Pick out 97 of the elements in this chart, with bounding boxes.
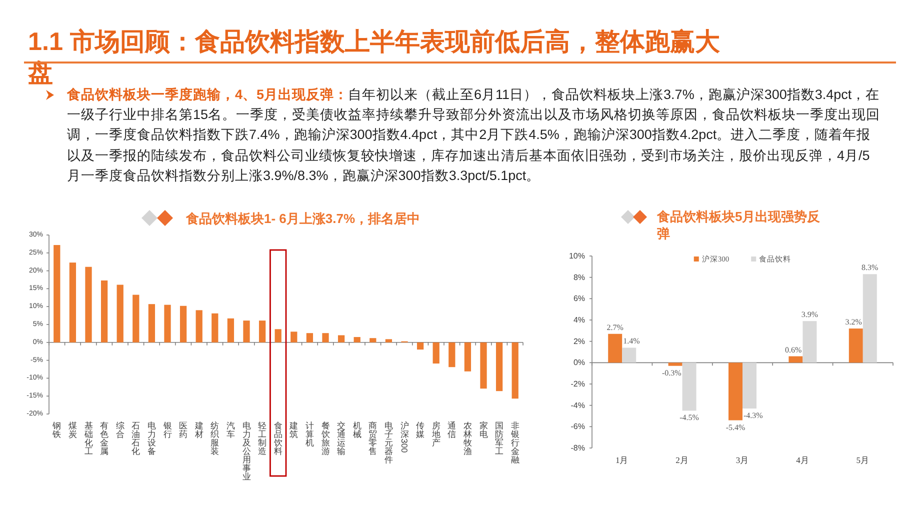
x-tick-label: 计算机: [305, 420, 314, 448]
x-tick-label: 2月: [676, 455, 689, 465]
x-tick-label: 建筑: [288, 420, 299, 439]
chart-title: 食品饮料板块1- 6月上涨3.7%，排名居中: [185, 211, 420, 226]
bar: [742, 362, 756, 409]
bar: [290, 332, 298, 342]
bar: [148, 304, 156, 342]
bar: [243, 320, 250, 342]
y-tick-label: 4%: [573, 316, 585, 324]
y-tick-label: 0%: [573, 358, 585, 368]
bar: [196, 310, 202, 342]
data-label: -0.3%: [662, 368, 682, 378]
bar: [212, 313, 218, 342]
bar: [432, 342, 440, 364]
x-tick-label: 医药: [179, 420, 188, 439]
data-label: -4.3%: [744, 411, 764, 420]
bar: [512, 342, 518, 399]
bar: [788, 356, 803, 363]
bar: [354, 337, 360, 342]
bar: [448, 342, 456, 368]
bar: [802, 321, 817, 363]
x-tick-label: 石油石化: [132, 420, 141, 456]
bar: [728, 362, 742, 420]
bar: [274, 329, 282, 342]
bar: [682, 362, 696, 411]
x-tick-label: 餐饮旅游: [320, 420, 330, 456]
y-tick-label: 8%: [573, 272, 585, 282]
x-tick-label: 3月: [736, 455, 750, 465]
bar: [338, 335, 345, 342]
data-label: 0.6%: [785, 345, 802, 354]
bar: [258, 320, 266, 342]
bar: [164, 304, 171, 342]
data-label: 3.9%: [801, 310, 818, 320]
x-tick-label: 通信: [448, 420, 457, 439]
data-label: 3.2%: [845, 318, 862, 327]
data-label: 8.3%: [862, 263, 879, 272]
x-tick-label: 煤炭: [68, 420, 78, 439]
bar: [227, 318, 234, 342]
x-tick-label: 电力设备: [147, 420, 156, 456]
x-tick-label: 钢铁: [52, 420, 62, 439]
x-tick-label: 机械: [352, 420, 362, 439]
x-tick-label: 基础化工: [83, 420, 94, 456]
x-tick-label: 综合: [116, 420, 125, 439]
data-label: -5.4%: [726, 422, 746, 432]
bar: [132, 294, 140, 342]
y-tick-label: -4%: [570, 400, 585, 410]
x-tick-label: 纺织服装: [210, 420, 220, 456]
x-tick-label: 电子元器件: [384, 420, 394, 464]
x-tick-label: 传媒: [416, 420, 426, 439]
x-tick-label: 交通运输: [337, 420, 346, 456]
x-tick-label: 食品饮料: [272, 420, 283, 456]
bar: [100, 280, 108, 342]
y-tick-label: 10%: [568, 252, 585, 260]
x-tick-label: 沪深300: [399, 420, 410, 454]
x-tick-label: 电力及公用事业: [242, 420, 252, 482]
bar: [668, 362, 682, 366]
bar: [480, 342, 487, 389]
data-label: 1.4%: [623, 336, 640, 346]
bar: [496, 342, 503, 392]
bar: [464, 342, 472, 372]
data-label: -4.5%: [680, 413, 700, 422]
y-tick-label: 2%: [573, 336, 585, 346]
bar: [54, 245, 60, 342]
bar: [608, 334, 622, 363]
data-label: 2.7%: [606, 322, 624, 332]
y-tick-label: 6%: [573, 294, 585, 304]
x-tick-label: 建材: [194, 420, 204, 439]
bar: [622, 348, 636, 363]
bar: [322, 333, 329, 342]
x-tick-label: 非银行金融: [510, 420, 520, 464]
chart-title: 食品饮料板块5月出现强势反弹: [656, 209, 822, 241]
y-tick-label: -2%: [570, 380, 585, 388]
bar: [69, 262, 76, 342]
y-tick-label: -6%: [570, 422, 585, 432]
x-tick-label: 4月: [796, 455, 810, 465]
x-tick-label: 银行: [162, 420, 172, 439]
bar: [370, 338, 376, 342]
x-tick-label: 轻工制造: [258, 420, 268, 456]
x-tick-label: 房地产: [430, 420, 441, 448]
bar: [385, 339, 392, 342]
bar: [416, 342, 424, 350]
x-tick-label: 5月: [856, 455, 870, 465]
x-tick-label: 国防军工: [495, 420, 504, 456]
x-tick-label: 家电: [479, 420, 488, 439]
bar: [85, 266, 92, 342]
bar: [862, 274, 877, 363]
x-tick-label: 有色金属: [100, 420, 110, 456]
bar: [306, 333, 314, 342]
y-tick-label: -8%: [570, 444, 585, 452]
x-tick-label: 1月: [615, 455, 629, 465]
x-tick-label: 商贸零售: [368, 420, 378, 456]
text: 食品饮料板块一季度跑输，4、5月出现反弹：: [67, 87, 348, 102]
bar: [180, 306, 187, 342]
bar: [848, 328, 863, 363]
bar: [116, 284, 124, 342]
x-tick-label: 汽车: [226, 420, 236, 439]
x-tick-label: 农林牧渔: [462, 420, 472, 456]
